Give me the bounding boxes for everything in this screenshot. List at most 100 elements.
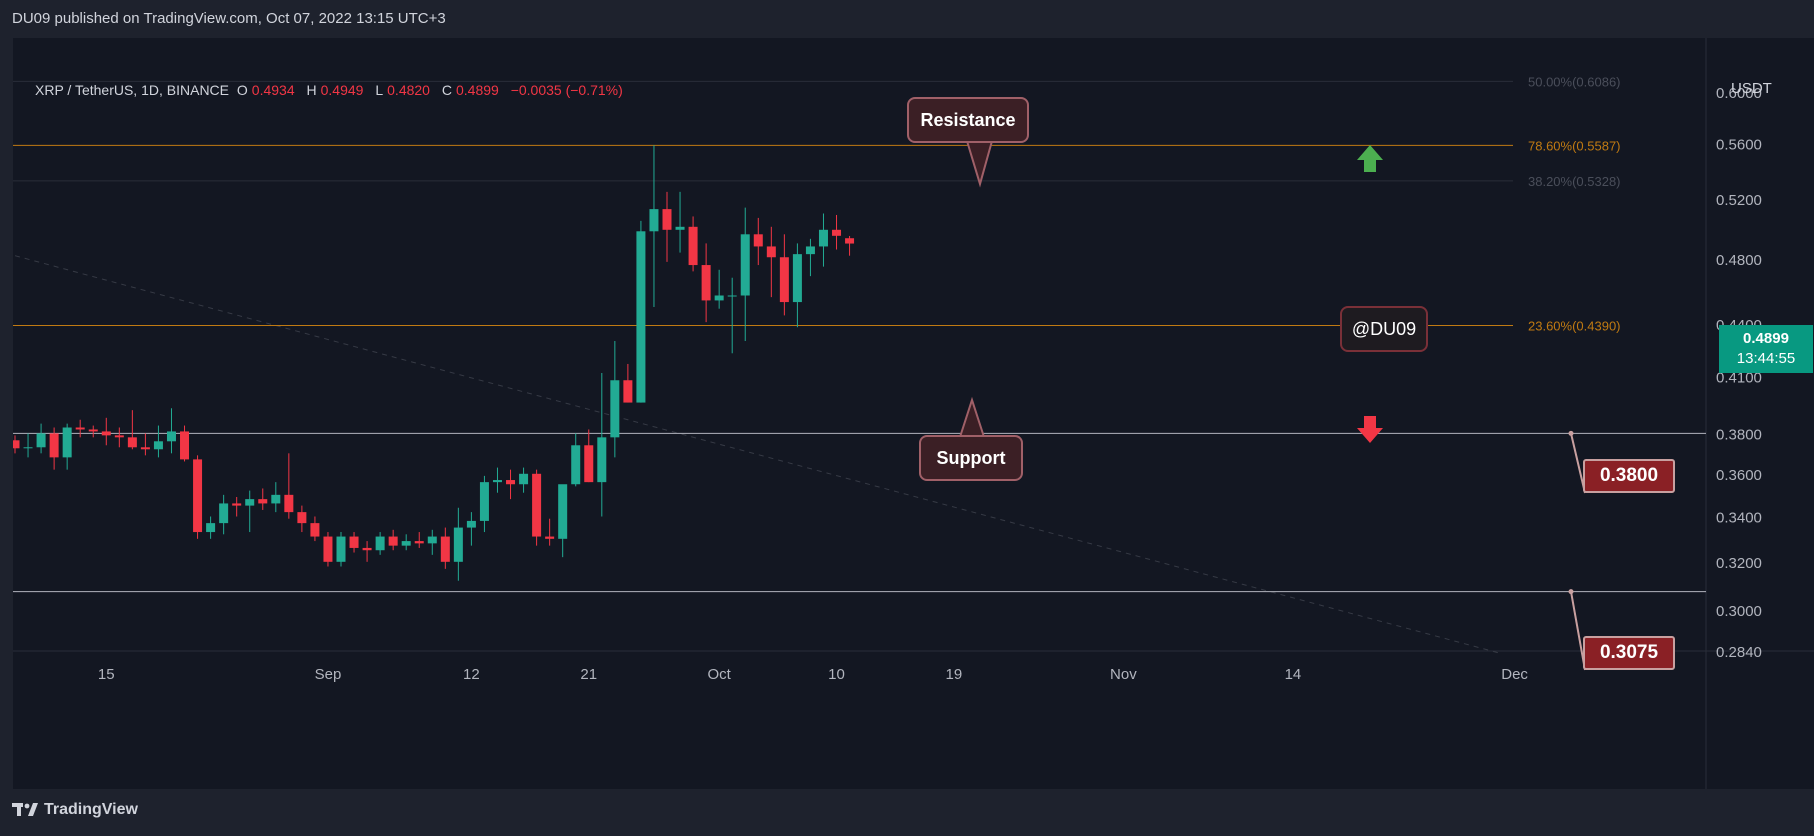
candle-body[interactable] [845, 238, 855, 244]
candle-body[interactable] [792, 254, 802, 303]
candle-body[interactable] [140, 447, 150, 450]
candle-body[interactable] [688, 226, 698, 266]
candle-body[interactable] [245, 499, 255, 506]
candle-body[interactable] [284, 494, 294, 513]
time-tick-label: 19 [946, 666, 963, 683]
level-label-high[interactable]: 0.3800 [1583, 459, 1675, 493]
candle-body[interactable] [349, 536, 359, 548]
candle-body[interactable] [166, 431, 176, 442]
level-low-leader [1570, 591, 1586, 671]
time-tick-label: 15 [98, 666, 115, 683]
trendline[interactable] [14, 255, 1502, 655]
candle-body[interactable] [440, 536, 450, 562]
candle-body[interactable] [362, 547, 372, 551]
candle-body[interactable] [62, 427, 72, 458]
candle-body[interactable] [466, 520, 476, 528]
candle-body[interactable] [805, 246, 815, 255]
candle-body[interactable] [414, 541, 424, 544]
candle-body[interactable] [779, 257, 789, 303]
price-tick-label: 0.3200 [1716, 555, 1762, 572]
candle-body[interactable] [297, 512, 307, 524]
time-tick-label: 10 [828, 666, 845, 683]
candle-body[interactable] [453, 527, 463, 562]
candle-body[interactable] [101, 431, 111, 436]
candle-body[interactable] [649, 209, 659, 232]
candle-body[interactable] [49, 433, 59, 458]
candle-body[interactable] [88, 429, 98, 432]
high-label: H [306, 82, 317, 98]
candle-body[interactable] [636, 231, 646, 403]
candle-body[interactable] [323, 536, 333, 562]
candle-body[interactable] [558, 484, 568, 539]
candle-body[interactable] [571, 445, 581, 485]
time-tick-label: Oct [707, 666, 731, 683]
candle-body[interactable] [310, 523, 320, 537]
candle-body[interactable] [401, 541, 411, 546]
candle-body[interactable] [610, 380, 620, 438]
chart-area[interactable]: 78.60%(0.5587) 50.00%(0.6086) 38.20%(0.532… [13, 38, 1814, 789]
candle-body[interactable] [193, 459, 203, 533]
current-price: 0.4899 [1743, 330, 1789, 347]
candle-body[interactable] [388, 536, 398, 546]
candle-body[interactable] [375, 536, 385, 551]
candle-body[interactable] [519, 473, 529, 485]
candle-body[interactable] [740, 234, 750, 296]
plot-area[interactable] [13, 38, 1706, 651]
candle-body[interactable] [153, 441, 163, 450]
time-scale[interactable] [13, 651, 1706, 789]
tradingview-logo[interactable]: TradingView [12, 801, 138, 819]
close-label: C [441, 82, 452, 98]
level-label-low[interactable]: 0.3075 [1583, 636, 1675, 670]
footer-bar: TradingView [0, 789, 1814, 836]
candle-body[interactable] [180, 431, 190, 460]
price-tick-label: 0.3600 [1716, 467, 1762, 484]
candle-body[interactable] [336, 536, 346, 562]
candle-body[interactable] [479, 482, 489, 521]
candle-body[interactable] [232, 503, 242, 506]
candle-body[interactable] [818, 229, 828, 247]
candle-body[interactable] [727, 295, 737, 297]
candle-body[interactable] [492, 480, 502, 483]
candle-body[interactable] [36, 433, 46, 448]
close-value: 0.4899 [455, 82, 499, 98]
candle-body[interactable] [219, 503, 229, 524]
candle-body[interactable] [13, 440, 20, 449]
symbol-name[interactable]: XRP / TetherUS, 1D, BINANCE [35, 82, 229, 98]
candle-body[interactable] [675, 226, 685, 230]
fib-level-label: 23.60%(0.4390) [1528, 319, 1621, 334]
candle-body[interactable] [584, 445, 594, 483]
candle-body[interactable] [506, 480, 516, 485]
candle-body[interactable] [701, 265, 711, 301]
candle-body[interactable] [662, 209, 672, 230]
candle-body[interactable] [532, 473, 542, 537]
arrow-up-icon [1357, 145, 1383, 172]
candle-body[interactable] [271, 494, 281, 504]
currency-label[interactable]: USDT [1731, 80, 1772, 97]
published-text: DU09 published on TradingView.com, Oct 0… [12, 10, 446, 27]
candle-body[interactable] [623, 380, 633, 403]
fib-level-label: 38.20%(0.5328) [1528, 174, 1621, 189]
candle-body[interactable] [597, 437, 607, 483]
candle-body[interactable] [714, 295, 724, 301]
price-scale[interactable] [1706, 38, 1814, 789]
price-tick-label: 0.3800 [1716, 426, 1762, 443]
candle-body[interactable] [753, 234, 763, 247]
symbol-legend: XRP / TetherUS, 1D, BINANCE O 0.4934 H 0.4… [35, 82, 631, 98]
candle-body[interactable] [545, 536, 555, 539]
candle-body[interactable] [258, 499, 268, 504]
arrow-down-icon [1357, 416, 1383, 443]
resistance-callout[interactable]: Resistance [907, 97, 1029, 143]
level-high-anchor [1568, 430, 1574, 436]
candle-body[interactable] [766, 246, 776, 258]
candle-body[interactable] [427, 536, 437, 544]
candle-body[interactable] [832, 229, 842, 236]
candlestick-chart[interactable]: 78.60%(0.5587) 50.00%(0.6086) 38.20%(0.532… [13, 38, 1814, 789]
candle-body[interactable] [206, 523, 216, 533]
candle-body[interactable] [114, 435, 124, 438]
low-label: L [375, 82, 384, 98]
candle-body[interactable] [23, 447, 33, 449]
candle-body[interactable] [127, 437, 137, 448]
candle-body[interactable] [75, 427, 85, 430]
support-callout[interactable]: Support [919, 435, 1023, 481]
author-watermark[interactable]: @DU09 [1340, 306, 1428, 352]
